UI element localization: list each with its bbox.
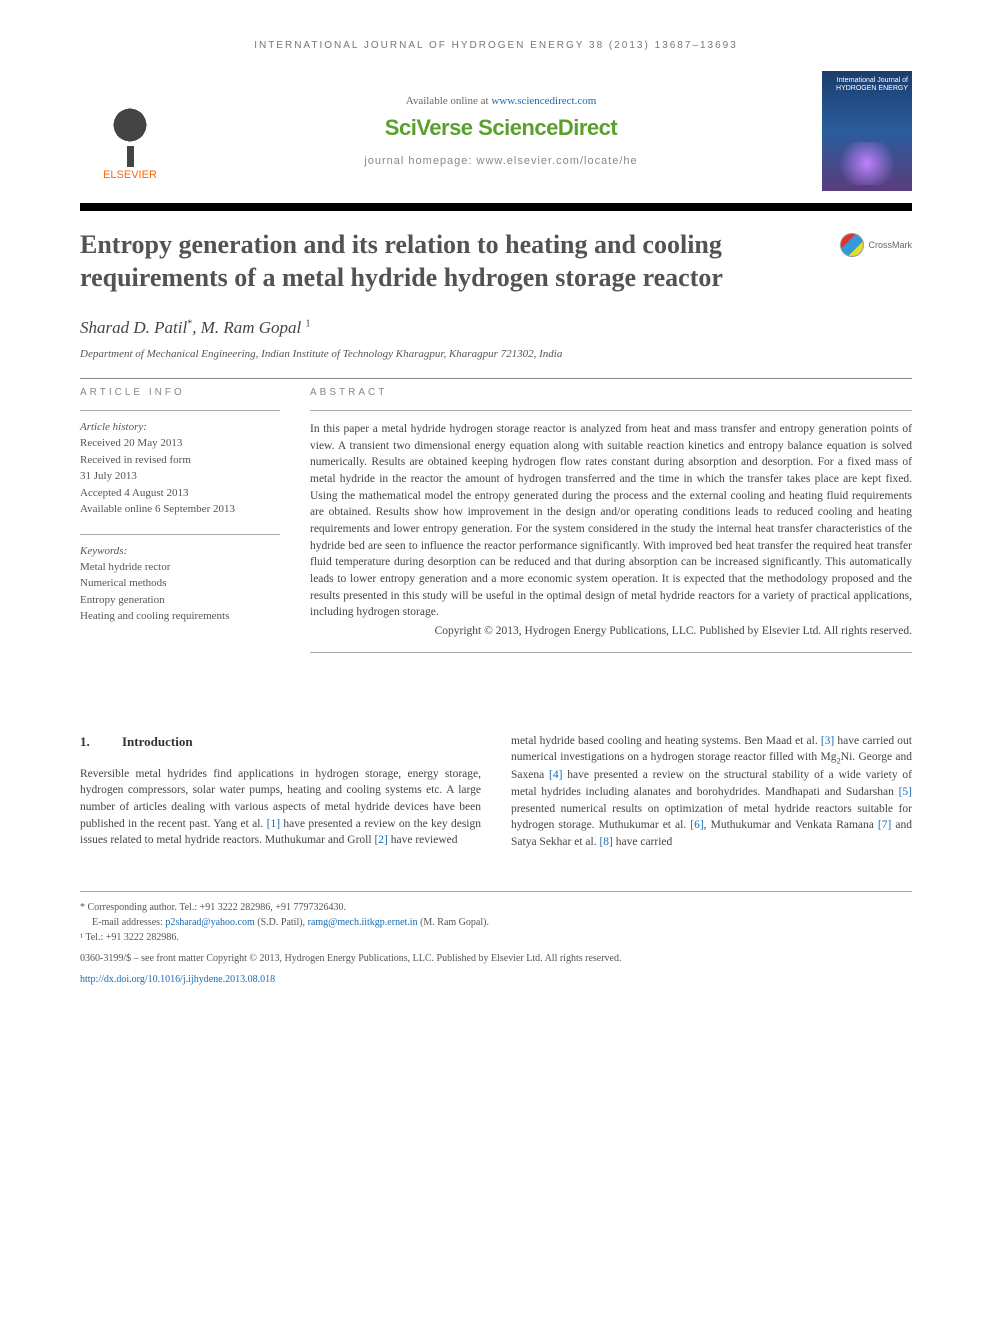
rule bbox=[80, 410, 280, 411]
citation-link[interactable]: [2] bbox=[374, 834, 387, 846]
doi-line: http://dx.doi.org/10.1016/j.ijhydene.201… bbox=[80, 972, 912, 987]
citation-link[interactable]: [3] bbox=[821, 735, 834, 747]
keyword: Heating and cooling requirements bbox=[80, 608, 280, 625]
abstract-text: In this paper a metal hydride hydrogen s… bbox=[310, 421, 912, 621]
text: have presented a review on the structura… bbox=[511, 769, 912, 798]
citation-link[interactable]: [6] bbox=[690, 819, 703, 831]
email-line: E-mail addresses: p2sharad@yahoo.com (S.… bbox=[80, 915, 912, 930]
keyword: Numerical methods bbox=[80, 575, 280, 592]
corresponding-author: * Corresponding author. Tel.: +91 3222 2… bbox=[80, 900, 912, 915]
brand-sciverse: SciVerse bbox=[385, 115, 478, 140]
text: , Muthukumar and Venkata Ramana bbox=[704, 819, 878, 831]
crossmark-badge[interactable]: CrossMark bbox=[840, 233, 912, 257]
divider-bar bbox=[80, 203, 912, 211]
author-1: Sharad D. Patil bbox=[80, 318, 187, 337]
revised-date-1: Received in revised form bbox=[80, 452, 280, 469]
author-1-mark: * bbox=[187, 318, 192, 329]
elsevier-name: ELSEVIER bbox=[103, 169, 157, 181]
cover-title: International Journal of HYDROGEN ENERGY bbox=[826, 77, 908, 94]
homepage-label: journal homepage: bbox=[364, 155, 476, 167]
section-heading: 1.Introduction bbox=[80, 733, 481, 752]
brand-sciencedirect: ScienceDirect bbox=[478, 115, 617, 140]
corr-tel: Tel.: +91 3222 282986, +91 7797326430. bbox=[179, 902, 346, 913]
info-abstract-row: ARTICLE INFO Article history: Received 2… bbox=[80, 387, 912, 663]
abstract-column: ABSTRACT In this paper a metal hydride h… bbox=[310, 387, 912, 663]
received-date: Received 20 May 2013 bbox=[80, 435, 280, 452]
citation-link[interactable]: [1] bbox=[267, 818, 280, 830]
email-link[interactable]: p2sharad@yahoo.com bbox=[165, 917, 254, 928]
masthead: ELSEVIER Available online at www.science… bbox=[80, 71, 912, 191]
section-number: 1. bbox=[80, 733, 122, 752]
footnote-1: ¹ Tel.: +91 3222 282986. bbox=[80, 930, 912, 945]
affiliation: Department of Mechanical Engineering, In… bbox=[80, 348, 912, 360]
citation-link[interactable]: [4] bbox=[549, 769, 562, 781]
intro-paragraph: metal hydride based cooling and heating … bbox=[511, 733, 912, 851]
elsevier-tree-icon bbox=[95, 97, 165, 167]
issn-line: 0360-3199/$ – see front matter Copyright… bbox=[80, 951, 912, 966]
journal-cover-thumb: International Journal of HYDROGEN ENERGY bbox=[822, 71, 912, 191]
title-row: Entropy generation and its relation to h… bbox=[80, 229, 912, 294]
doi-link[interactable]: http://dx.doi.org/10.1016/j.ijhydene.201… bbox=[80, 974, 275, 985]
email-name: (M. Ram Gopal). bbox=[418, 917, 489, 928]
keyword: Entropy generation bbox=[80, 592, 280, 609]
history-label: Article history: bbox=[80, 421, 280, 433]
text: have carried bbox=[613, 836, 672, 848]
author-2-mark: 1 bbox=[306, 318, 311, 329]
elsevier-logo: ELSEVIER bbox=[80, 81, 180, 181]
available-prefix: Available online at bbox=[406, 95, 492, 107]
revised-date-2: 31 July 2013 bbox=[80, 468, 280, 485]
article-history: Article history: Received 20 May 2013 Re… bbox=[80, 421, 280, 518]
author-2: M. Ram Gopal bbox=[201, 318, 302, 337]
text: have reviewed bbox=[388, 834, 458, 846]
citation-link[interactable]: [8] bbox=[599, 836, 612, 848]
rule bbox=[310, 652, 912, 653]
rule bbox=[80, 534, 280, 535]
journal-header: INTERNATIONAL JOURNAL OF HYDROGEN ENERGY… bbox=[80, 40, 912, 51]
body-col-right: metal hydride based cooling and heating … bbox=[511, 733, 912, 851]
online-date: Available online 6 September 2013 bbox=[80, 501, 280, 518]
footnotes: * Corresponding author. Tel.: +91 3222 2… bbox=[80, 891, 912, 987]
cover-art-icon bbox=[834, 142, 900, 185]
body-col-left: 1.Introduction Reversible metal hydrides… bbox=[80, 733, 481, 851]
copyright-line: Copyright © 2013, Hydrogen Energy Public… bbox=[310, 623, 912, 640]
sciverse-brand: SciVerse ScienceDirect bbox=[200, 115, 802, 141]
email-name: (S.D. Patil), bbox=[255, 917, 308, 928]
keywords-label: Keywords: bbox=[80, 545, 280, 557]
crossmark-icon bbox=[840, 233, 864, 257]
sciencedirect-link[interactable]: www.sciencedirect.com bbox=[491, 95, 596, 107]
rule bbox=[310, 410, 912, 411]
section-title: Introduction bbox=[122, 734, 193, 749]
citation-link[interactable]: [7] bbox=[878, 819, 891, 831]
abstract-label: ABSTRACT bbox=[310, 387, 912, 398]
article-info-label: ARTICLE INFO bbox=[80, 387, 280, 398]
text: metal hydride based cooling and heating … bbox=[511, 735, 821, 747]
authors: Sharad D. Patil*, M. Ram Gopal 1 bbox=[80, 318, 912, 338]
masthead-center: Available online at www.sciencedirect.co… bbox=[200, 95, 802, 167]
keyword: Metal hydride rector bbox=[80, 559, 280, 576]
available-online: Available online at www.sciencedirect.co… bbox=[200, 95, 802, 107]
corr-label: * Corresponding author. bbox=[80, 902, 179, 913]
article-info: ARTICLE INFO Article history: Received 2… bbox=[80, 387, 280, 663]
journal-homepage: journal homepage: www.elsevier.com/locat… bbox=[200, 155, 802, 167]
crossmark-label: CrossMark bbox=[868, 240, 912, 250]
email-label: E-mail addresses: bbox=[92, 917, 165, 928]
body-columns: 1.Introduction Reversible metal hydrides… bbox=[80, 733, 912, 851]
citation-link[interactable]: [5] bbox=[899, 786, 912, 798]
homepage-url[interactable]: www.elsevier.com/locate/he bbox=[477, 155, 638, 167]
rule bbox=[80, 378, 912, 379]
article-title: Entropy generation and its relation to h… bbox=[80, 229, 820, 294]
intro-paragraph: Reversible metal hydrides find applicati… bbox=[80, 766, 481, 849]
email-link[interactable]: ramg@mech.iitkgp.ernet.in bbox=[308, 917, 418, 928]
accepted-date: Accepted 4 August 2013 bbox=[80, 485, 280, 502]
keywords-block: Keywords: Metal hydride rector Numerical… bbox=[80, 545, 280, 625]
